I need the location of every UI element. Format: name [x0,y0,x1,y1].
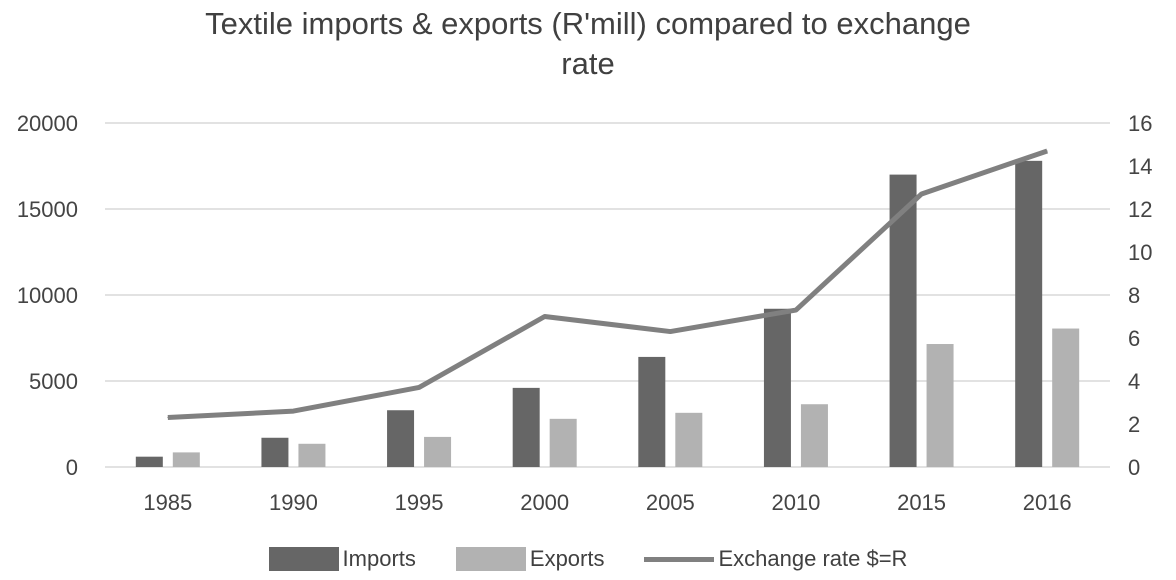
y-right-tick-label: 4 [1128,369,1140,394]
bar-exports [675,412,703,467]
legend-swatch-imports [268,547,339,571]
bar-exports [926,344,954,467]
y-left-tick-label: 0 [66,455,78,480]
legend-item-imports: Imports [268,546,416,572]
chart-legend: Imports Exports Exchange rate $=R [0,546,1176,572]
y-right-tick-label: 0 [1128,455,1140,480]
exchange-rate-point [795,309,797,311]
y-right-tick-label: 2 [1128,412,1140,437]
legend-label-imports: Imports [342,546,416,571]
legend-item-exports: Exports [455,546,605,572]
x-tick-label: 1990 [269,490,318,515]
exchange-rate-point [544,316,546,317]
bar-imports [638,356,666,467]
y-right-tick-label: 6 [1128,326,1140,351]
y-right-tick-label: 10 [1128,240,1152,265]
y-left-tick-label: 10000 [17,283,78,308]
bar-imports [763,308,791,467]
bar-imports [387,410,415,467]
x-tick-label: 2000 [520,490,569,515]
y-left-tick-label: 5000 [29,369,78,394]
chart-plot: 0 5000 10000 15000 20000 0 2 4 6 8 10 12 14 16 1985 199… [17,111,1153,515]
bar-exports [424,436,452,467]
x-tick-label: 1985 [143,490,192,515]
bar-exports [172,452,200,467]
bar-imports [261,437,289,467]
exchange-rate-point [167,417,169,419]
exchange-rate-point [669,331,671,333]
exchange-rate-point [418,386,420,388]
chart-title: Textile imports & exports (R'mill) compa… [0,4,1176,84]
exchange-rate-point [1046,150,1048,152]
bar-exports [549,418,577,467]
x-tick-label: 2015 [897,490,946,515]
exchange-rate-point [292,410,294,412]
bar-imports [135,456,163,467]
legend-swatch-exchange-rate [644,556,715,562]
bar-imports [1015,160,1043,467]
y-left-tick-label: 15000 [17,197,78,222]
y-right-tick-label: 12 [1128,197,1152,222]
bar-imports [889,174,917,467]
legend-swatch-exports [455,547,526,571]
x-tick-label: 2010 [771,490,820,515]
chart-title-line-1: Textile imports & exports (R'mill) compa… [205,6,971,41]
y-right-tick-label: 14 [1128,154,1152,179]
x-tick-label: 2016 [1023,490,1072,515]
bar-exports [1052,328,1080,467]
exchange-rate-line [167,148,1048,421]
bar-exports [800,404,828,467]
legend-item-exchange-rate: Exchange rate $=R [644,546,907,572]
chart-title-line-2: rate [561,46,615,81]
legend-label-exports: Exports [529,546,605,571]
legend-label-exchange-rate: Exchange rate $=R [718,546,908,571]
x-tick-label: 2005 [646,490,695,515]
bar-exports [298,443,326,467]
exchange-rate-point [921,193,923,195]
y-left-tick-label: 20000 [17,111,78,136]
y-right-tick-label: 16 [1128,111,1152,136]
y-right-tick-label: 8 [1128,283,1140,308]
bar-imports [512,387,540,467]
x-tick-label: 1995 [395,490,444,515]
